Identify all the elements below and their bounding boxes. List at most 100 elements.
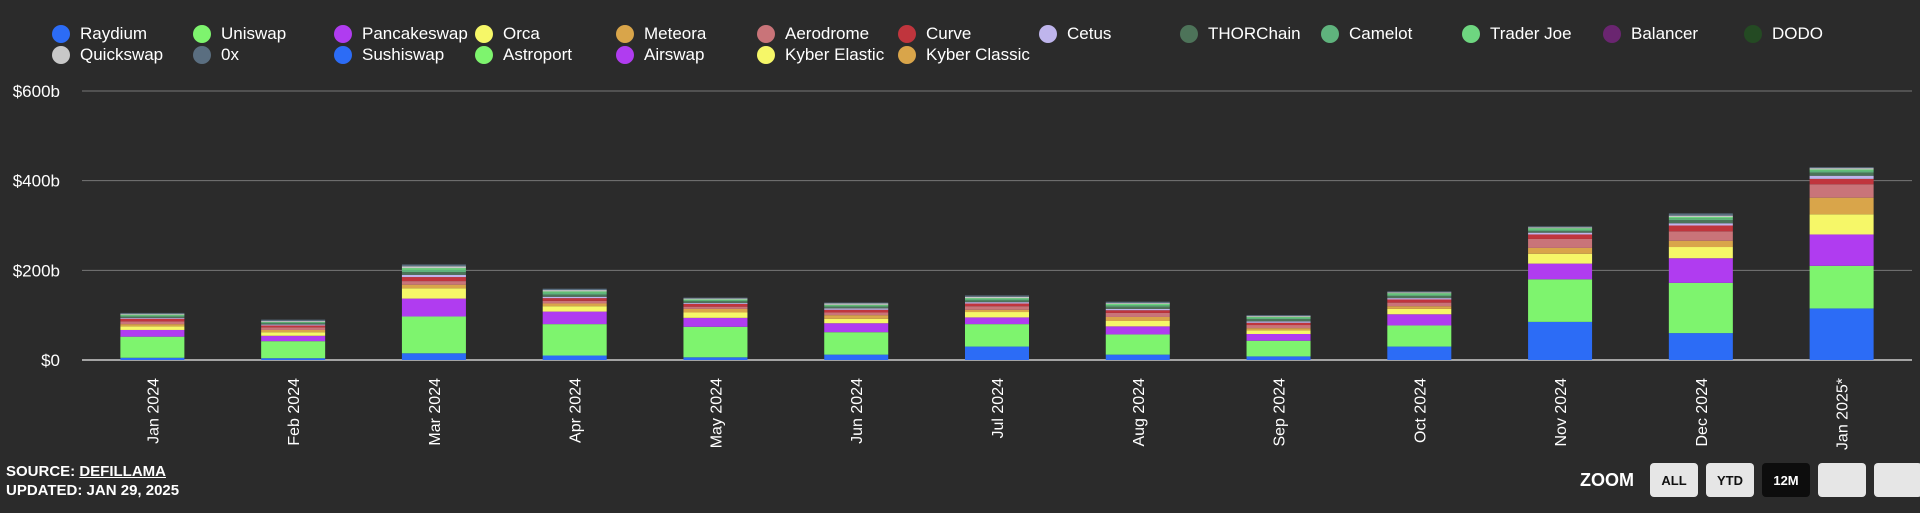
bar-segment-meteora xyxy=(683,308,748,313)
bar-segment-trader-joe xyxy=(965,298,1029,300)
source-line: SOURCE: DEFILLAMA xyxy=(6,463,166,480)
bar-segment-meteora xyxy=(1528,247,1593,254)
zoom-button-blank-4[interactable] xyxy=(1874,463,1920,497)
bar-segment-thorchain xyxy=(401,272,466,275)
bar-segment-0x xyxy=(1668,213,1733,216)
bar-segment-aerodrome xyxy=(1105,312,1170,317)
legend-item-balancer[interactable]: Balancer xyxy=(1603,24,1698,44)
legend-item-raydium[interactable]: Raydium xyxy=(52,24,147,44)
legend-item-aerodrome[interactable]: Aerodrome xyxy=(757,24,869,44)
bar-segment-orca xyxy=(683,312,748,318)
bar-segment-orca xyxy=(1809,214,1874,235)
bar-segment-curve xyxy=(683,303,748,307)
legend-item-kyber-elastic[interactable]: Kyber Elastic xyxy=(757,45,884,65)
bar-segment-thorchain xyxy=(965,300,1029,303)
legend-item-dodo[interactable]: DODO xyxy=(1744,24,1823,44)
bar-segment-raydium xyxy=(683,357,748,360)
zoom-button-ytd[interactable]: YTD xyxy=(1706,463,1754,497)
bar-segment-quickswap xyxy=(824,303,889,305)
bar-segment-meteora xyxy=(1246,328,1311,331)
legend-marker xyxy=(52,46,70,64)
legend-marker xyxy=(1744,25,1762,43)
bar-segment-pancakeswap xyxy=(1668,258,1733,283)
bar-segment-uniswap xyxy=(965,324,1029,347)
bar-segment-raydium xyxy=(401,353,466,360)
legend-label: Quickswap xyxy=(80,45,164,64)
bar-segment-camelot xyxy=(965,299,1029,301)
legend-item-thorchain[interactable]: THORChain xyxy=(1180,24,1301,44)
bar-segment-pancakeswap xyxy=(542,311,607,325)
bar-segment-curve xyxy=(1105,310,1170,313)
legend-item-meteora[interactable]: Meteora xyxy=(616,24,706,44)
bar-segment-0x xyxy=(1528,226,1593,228)
bar-segment-thorchain xyxy=(542,294,607,297)
legend-label: Astroport xyxy=(503,45,572,64)
legend-item-camelot[interactable]: Camelot xyxy=(1321,24,1412,44)
legend-label: Raydium xyxy=(80,24,148,43)
bar-segment-0x xyxy=(261,319,326,321)
bar-segment-pancakeswap xyxy=(120,329,185,337)
bar-segment-curve xyxy=(1246,322,1311,326)
bar-segment-orca xyxy=(824,318,889,324)
bar-segment-curve xyxy=(401,277,466,282)
bar-segment-aerodrome xyxy=(824,312,889,316)
bar-segment-quickswap xyxy=(965,296,1029,299)
bar-segment-orca xyxy=(261,332,326,336)
bar-segment-thorchain xyxy=(1809,172,1874,176)
bar-segment-aerodrome xyxy=(261,327,326,330)
legend-item-cetus[interactable]: Cetus xyxy=(1039,24,1111,44)
legend-label: 0x xyxy=(221,45,239,64)
legend-item-uniswap[interactable]: Uniswap xyxy=(193,24,286,44)
bar-segment-curve xyxy=(965,303,1029,307)
bar-segment-aerodrome xyxy=(120,321,185,325)
bar-segment-camelot xyxy=(1387,294,1452,296)
bar-segment-uniswap xyxy=(261,341,326,359)
bar-segment-quickswap xyxy=(1809,168,1874,170)
zoom-button-12m[interactable]: 12M xyxy=(1762,463,1810,497)
bar-segment-raydium xyxy=(1246,356,1311,360)
legend-item-pancakeswap[interactable]: Pancakeswap xyxy=(334,24,468,44)
legend-marker xyxy=(616,46,634,64)
legend-item-airswap[interactable]: Airswap xyxy=(616,45,704,65)
bar-segment-curve xyxy=(120,318,185,322)
legend-label: Trader Joe xyxy=(1490,24,1572,43)
legend-item-curve[interactable]: Curve xyxy=(898,24,971,44)
bar-segment-pancakeswap xyxy=(1105,326,1170,335)
bar-segment-0x xyxy=(1246,315,1311,317)
legend-label: Aerodrome xyxy=(785,24,870,43)
legend-item-0x[interactable]: 0x xyxy=(193,45,239,65)
legend-item-trader-joe[interactable]: Trader Joe xyxy=(1462,24,1572,44)
bar-segment-uniswap xyxy=(824,332,889,355)
zoom-button-all[interactable]: ALL xyxy=(1650,463,1698,497)
bar-segment-aerodrome xyxy=(1668,231,1733,241)
bar-segment-orca xyxy=(965,312,1029,318)
legend-item-astroport[interactable]: Astroport xyxy=(475,45,572,65)
bar-segment-uniswap xyxy=(1668,282,1733,334)
x-tick-label: Jun 2024 xyxy=(849,378,866,444)
legend-item-orca[interactable]: Orca xyxy=(475,24,540,44)
bar-segment-thorchain xyxy=(120,316,185,318)
bar-segment-cetus xyxy=(261,324,326,326)
bar-segment-0x xyxy=(401,264,466,267)
bar-segment-cetus xyxy=(965,302,1029,304)
source-link[interactable]: DEFILLAMA xyxy=(79,463,166,480)
bar-segment-trader-joe xyxy=(683,299,748,301)
bar-segment-uniswap xyxy=(1809,265,1874,309)
bar-segment-raydium xyxy=(965,346,1029,360)
bar-segment-orca xyxy=(1246,330,1311,334)
bar-segment-aerodrome xyxy=(1528,238,1593,248)
bar-segment-uniswap xyxy=(683,326,748,358)
bar-segment-raydium xyxy=(120,357,185,360)
legend-label: Airswap xyxy=(644,45,705,64)
bar-segment-raydium xyxy=(1668,333,1733,360)
bar-segment-curve xyxy=(542,298,607,301)
zoom-button-blank-3[interactable] xyxy=(1818,463,1866,497)
bar-segment-camelot xyxy=(683,300,748,302)
bar-segment-thorchain xyxy=(1387,295,1452,299)
legend-item-sushiswap[interactable]: Sushiswap xyxy=(334,45,444,65)
x-tick-label: Nov 2024 xyxy=(1553,378,1570,447)
legend-marker xyxy=(334,46,352,64)
legend-item-kyber-classic[interactable]: Kyber Classic xyxy=(898,45,1030,65)
bar-segment-trader-joe xyxy=(401,268,466,270)
legend-item-quickswap[interactable]: Quickswap xyxy=(52,45,163,65)
